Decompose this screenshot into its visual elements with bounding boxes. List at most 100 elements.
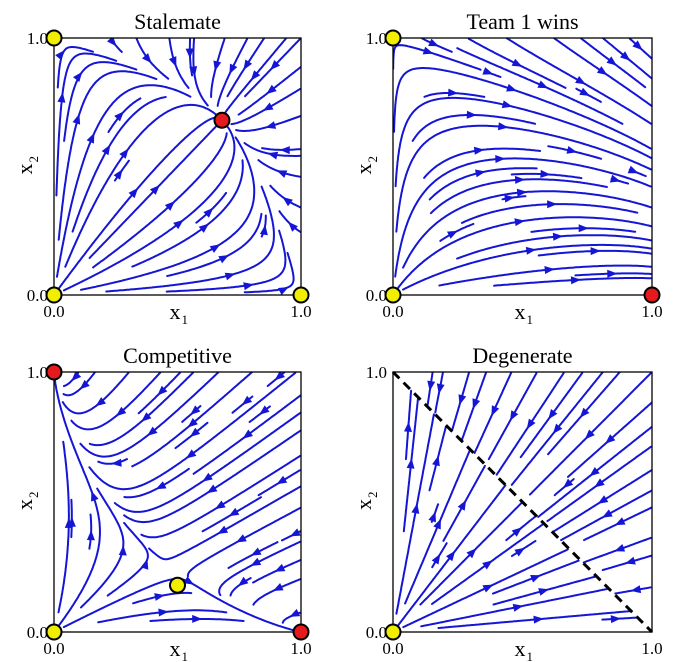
flow-arrowhead: [111, 458, 122, 467]
flow-arrowhead: [610, 615, 621, 624]
streamlines: [54, 38, 301, 295]
flow-arrowhead: [627, 165, 639, 174]
flow-arrowhead: [491, 405, 500, 417]
flow-arrowhead: [274, 372, 285, 381]
y-tick-label: 1.0: [27, 29, 48, 48]
flow-arrowhead: [198, 223, 209, 233]
flow-arrowhead: [466, 110, 477, 119]
flow-arrowhead: [192, 614, 203, 623]
flow-arrowhead: [447, 88, 459, 97]
flow-arrowhead: [116, 406, 127, 417]
streamline: [278, 210, 301, 234]
streamlines: [54, 372, 301, 632]
flow-arrowhead: [482, 560, 493, 570]
flow-arrowhead: [229, 63, 238, 75]
flow-arrowhead: [552, 423, 563, 434]
y-tick-label: 0.0: [27, 623, 48, 642]
flow-arrowhead: [458, 394, 467, 405]
flow-arrowhead: [431, 553, 441, 565]
streamline: [395, 413, 435, 615]
streamline: [429, 178, 608, 215]
flow-arrowhead: [202, 472, 213, 482]
panel-title: Degenerate: [472, 343, 572, 368]
unstable-fixed-point: [45, 623, 63, 641]
x-tick-label: 0.0: [43, 639, 64, 658]
streamline: [438, 264, 652, 287]
flow-arrowhead: [575, 76, 586, 85]
flow-arrowhead: [511, 58, 523, 67]
flow-arrowhead: [428, 511, 436, 523]
flow-arrowhead: [433, 518, 441, 530]
flow-arrowhead: [217, 525, 229, 534]
streamline: [394, 157, 652, 278]
flow-arrowhead: [504, 194, 515, 203]
flow-arrowhead: [579, 87, 590, 96]
flow-arrowhead: [276, 475, 288, 485]
flow-arrowhead: [606, 56, 617, 66]
flow-arrowhead: [547, 200, 558, 209]
flow-arrowhead: [107, 38, 117, 47]
flow-arrowhead: [537, 80, 549, 89]
flow-arrowhead: [602, 509, 613, 518]
x-axis-label-subscript: 1: [527, 649, 534, 662]
flow-arrowhead: [472, 398, 481, 410]
flow-arrowhead: [530, 575, 541, 583]
x-axis-label-subscript: 1: [527, 312, 534, 327]
flow-arrowhead: [274, 563, 286, 572]
flow-arrowhead: [428, 38, 439, 47]
flow-arrowhead: [506, 83, 517, 92]
streamlines: [393, 372, 652, 632]
flow-arrowhead: [427, 380, 436, 392]
flow-arrowhead: [224, 272, 236, 281]
flow-arrowhead: [155, 481, 167, 490]
flow-arrowhead: [203, 207, 214, 218]
flow-arrowhead: [495, 155, 506, 163]
flow-arrowhead: [457, 500, 467, 511]
y-tick-label: 1.0: [366, 363, 387, 382]
flow-arrowhead: [238, 576, 249, 587]
flow-arrowhead: [140, 558, 149, 570]
plot-frame: [392, 37, 653, 296]
streamline: [439, 222, 475, 242]
x-tick-label: 1.0: [641, 302, 662, 321]
flow-arrowhead: [168, 56, 177, 67]
flow-arrowhead: [209, 244, 221, 253]
unstable-fixed-point: [45, 286, 63, 304]
flow-arrowhead: [482, 584, 494, 593]
flow-arrowhead: [185, 48, 194, 59]
streamline: [132, 591, 193, 605]
flow-arrowhead: [552, 232, 564, 241]
flow-arrowhead: [290, 528, 301, 537]
unstable-fixed-point: [45, 29, 63, 47]
flow-arrowhead: [101, 144, 111, 156]
flow-arrowhead: [526, 418, 536, 430]
streamline: [54, 372, 101, 632]
flow-arrowhead: [590, 247, 601, 256]
flow-arrowhead: [218, 255, 229, 264]
flow-arrowhead: [228, 507, 240, 517]
flow-arrowhead: [510, 410, 519, 421]
flow-arrowhead: [149, 185, 160, 195]
flow-arrowhead: [473, 146, 485, 155]
stable-fixed-point: [292, 623, 310, 641]
x-axis-label-subscript: 1: [182, 312, 189, 327]
flow-arrowhead: [154, 593, 165, 601]
flow-arrowhead: [525, 246, 537, 255]
flow-arrowhead: [630, 585, 642, 594]
flow-arrowhead: [605, 434, 616, 444]
y-axis-label: x: [12, 164, 37, 175]
streamline: [257, 159, 301, 178]
flow-arrowhead: [278, 287, 289, 295]
flow-arrowhead: [243, 282, 254, 291]
flow-arrowhead: [55, 50, 65, 61]
flow-arrowhead: [596, 66, 608, 76]
flow-arrowhead: [566, 146, 578, 154]
streamline: [456, 234, 652, 260]
y-axis-label-subscript: 2: [26, 156, 41, 163]
streamline: [195, 191, 228, 224]
x-axis-label-subscript: 1: [182, 649, 189, 662]
flow-arrowhead: [119, 148, 129, 159]
flow-arrowhead: [190, 405, 201, 415]
